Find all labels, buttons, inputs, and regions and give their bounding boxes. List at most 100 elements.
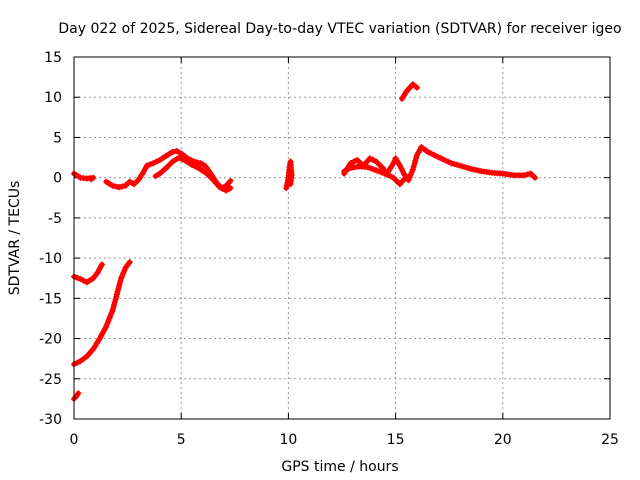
data-point (370, 166, 377, 173)
data-point (75, 390, 82, 397)
chart-title: Day 022 of 2025, Sidereal Day-to-day VTE… (58, 21, 621, 37)
data-point (287, 181, 294, 188)
data-point (98, 261, 105, 268)
x-axis-label: GPS time / hours (281, 459, 398, 475)
data-segment (341, 163, 408, 188)
data-point (227, 185, 234, 192)
data-point (424, 148, 431, 155)
data-point (448, 160, 455, 167)
data-point (462, 164, 469, 171)
y-tick-label: 0 (53, 171, 62, 187)
data-point (114, 288, 121, 295)
y-tick-label: -5 (48, 211, 62, 227)
data-segment (71, 390, 82, 402)
data-segment (71, 259, 133, 368)
y-tick-label: 10 (44, 90, 62, 106)
data-segment (283, 158, 295, 192)
y-tick-label: -30 (39, 412, 62, 428)
data-point (105, 318, 112, 325)
data-point (113, 291, 120, 298)
x-tick-label: 5 (177, 432, 186, 448)
data-point (74, 359, 81, 366)
data-point (373, 167, 380, 174)
axis-ticks: 0 5 10 15 20 25 15 10 5 0 -5 -10 -15 -20 -25 -30 (39, 50, 619, 448)
data-point (110, 304, 117, 311)
data-points (71, 81, 538, 402)
x-tick-label: 20 (494, 432, 512, 448)
data-point (80, 277, 87, 284)
data-point (410, 163, 417, 170)
data-point (227, 177, 234, 184)
data-segment (399, 81, 420, 102)
data-point (109, 307, 116, 314)
x-tick-label: 25 (601, 432, 619, 448)
data-point (379, 169, 385, 176)
data-segment (71, 170, 97, 183)
data-point (126, 259, 133, 266)
data-point (176, 154, 183, 161)
data-point (366, 155, 373, 162)
data-point (216, 184, 223, 191)
data-point (344, 166, 351, 173)
data-point (103, 323, 110, 330)
data-point (439, 156, 446, 163)
y-tick-label: 15 (44, 50, 62, 66)
y-axis-label: SDTVAR / TECUs (7, 181, 23, 296)
data-point (74, 274, 81, 281)
data-point (188, 161, 195, 168)
data-point (451, 161, 458, 167)
data-point (414, 84, 420, 91)
data-point (521, 172, 528, 179)
data-point (194, 159, 201, 166)
data-point (107, 312, 114, 319)
data-point (401, 176, 408, 183)
data-trace (341, 144, 538, 183)
data-point (532, 174, 538, 181)
data-point (411, 160, 418, 167)
data-point (456, 162, 463, 169)
data-point (143, 162, 150, 169)
x-tick-label: 0 (70, 432, 79, 448)
data-point (116, 184, 122, 191)
data-point (104, 320, 111, 327)
data-point (192, 163, 199, 170)
gridlines (74, 57, 610, 419)
data-point (428, 150, 434, 157)
data-point (169, 148, 176, 155)
data-point (364, 164, 371, 171)
data-point (407, 171, 414, 178)
data-point (384, 172, 391, 178)
data-point (119, 183, 126, 190)
data-point (109, 182, 116, 189)
data-point (524, 171, 531, 178)
data-point (77, 276, 84, 282)
y-tick-label: -20 (39, 332, 62, 348)
y-tick-label: -10 (39, 251, 62, 267)
data-point (412, 157, 419, 164)
data-point (370, 157, 377, 163)
data-point (459, 163, 466, 170)
data-point (454, 161, 461, 168)
data-point (220, 185, 226, 192)
data-point (179, 156, 186, 163)
data-segment (103, 148, 234, 192)
data-point (111, 299, 118, 306)
data-point (116, 283, 122, 290)
data-point (434, 153, 441, 160)
plot-frame (73, 56, 611, 420)
data-point (112, 183, 119, 190)
y-tick-label: -25 (39, 372, 62, 388)
data-point (88, 176, 95, 183)
data-point (409, 166, 416, 173)
data-point (350, 158, 357, 165)
data-point (147, 161, 154, 168)
data-point (112, 296, 119, 303)
x-tick-label: 15 (387, 432, 405, 448)
y-tick-label: 5 (53, 130, 62, 146)
data-point (413, 155, 420, 161)
y-tick-label: -15 (39, 291, 62, 307)
data-segment (71, 261, 105, 286)
data-point (108, 310, 115, 317)
